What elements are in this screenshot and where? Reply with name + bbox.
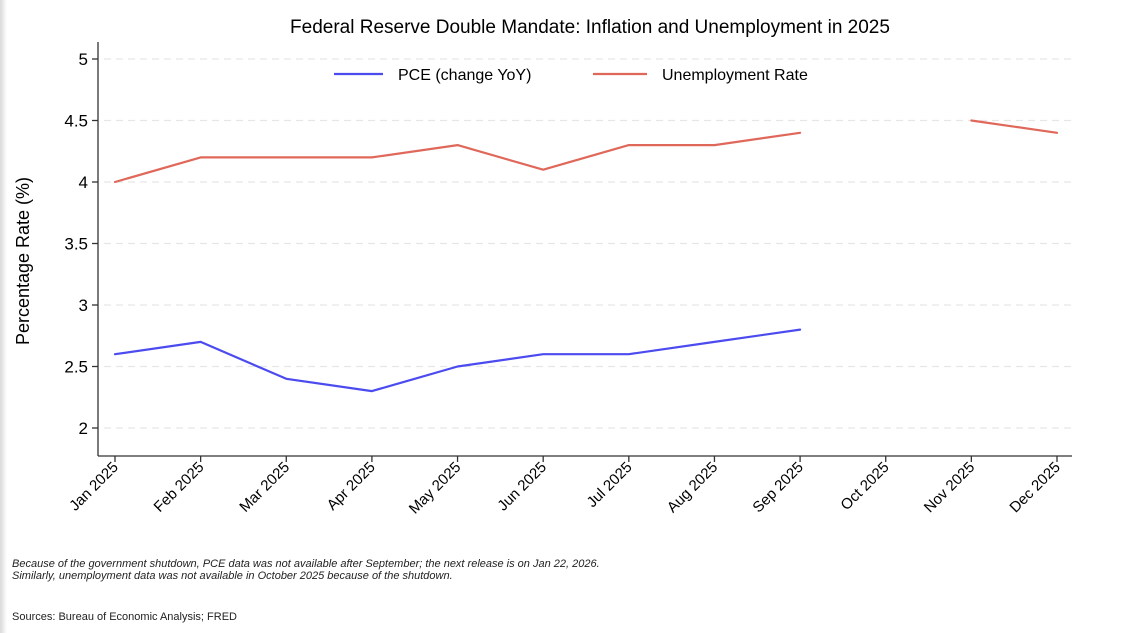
chart-sources: Sources: Bureau of Economic Analysis; FR… (12, 611, 237, 623)
series-0-line-segment-0 (113, 328, 802, 393)
y-tick-label-3.5: 3.5 (64, 235, 88, 254)
x-tick-label-4: May 2025 (406, 459, 465, 518)
x-tick-label-1: Feb 2025 (151, 459, 208, 516)
x-tick-label-8: Sep 2025 (749, 459, 806, 516)
x-tick-label-5: Jun 2025 (494, 459, 550, 515)
x-tick-label-9: Oct 2025 (837, 459, 892, 514)
window-edge-shadow (0, 0, 7, 633)
series-1-line-segment-0 (113, 131, 802, 184)
x-tick-label-7: Aug 2025 (664, 459, 721, 516)
x-tick-label-10: Nov 2025 (921, 459, 978, 516)
y-tick-label-5: 5 (79, 50, 88, 69)
x-tick-label-11: Dec 2025 (1006, 459, 1063, 516)
note-unemployment: Similarly, unemployment data was not ava… (12, 570, 453, 582)
x-tick-label-6: Jul 2025 (584, 459, 636, 511)
chart-title: Federal Reserve Double Mandate: Inflatio… (290, 17, 890, 38)
series-1-line-segment-1 (970, 119, 1059, 134)
y-tick-label-2: 2 (79, 419, 88, 438)
y-tick-label-2.5: 2.5 (64, 358, 88, 377)
x-tick-label-2: Mar 2025 (236, 459, 293, 516)
legend-label-0: PCE (change YoY) (398, 67, 531, 84)
chart-notes: Because of the government shutdown, PCE … (12, 558, 600, 582)
note-pce: Because of the government shutdown, PCE … (12, 558, 600, 570)
x-tick-label-0: Jan 2025 (66, 459, 122, 515)
chart-canvas: Federal Reserve Double Mandate: Inflatio… (13, 17, 1072, 518)
y-axis-title: Percentage Rate (%) (13, 177, 33, 345)
y-tick-label-4.5: 4.5 (64, 112, 88, 131)
x-tick-label-3: Apr 2025 (324, 459, 379, 514)
y-tick-label-3: 3 (79, 296, 88, 315)
legend-label-1: Unemployment Rate (662, 67, 808, 84)
y-tick-label-4: 4 (79, 173, 88, 192)
